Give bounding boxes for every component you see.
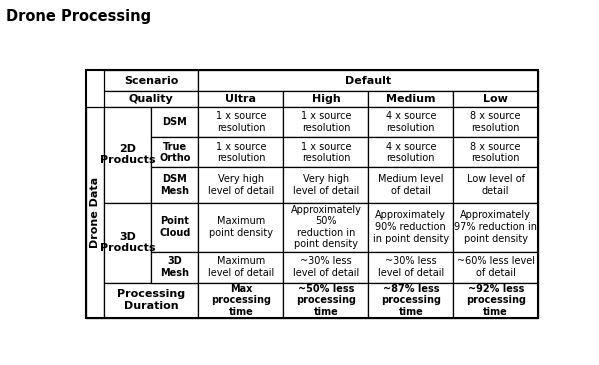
Bar bbox=[86, 70, 538, 318]
Bar bbox=[151, 168, 198, 203]
Bar bbox=[368, 168, 453, 203]
Bar bbox=[104, 70, 198, 91]
Text: High: High bbox=[311, 94, 340, 104]
Text: 1 x source
resolution: 1 x source resolution bbox=[216, 142, 266, 163]
Text: Approximately
97% reduction in
point density: Approximately 97% reduction in point den… bbox=[454, 211, 537, 244]
Bar bbox=[368, 203, 453, 251]
Bar bbox=[283, 168, 368, 203]
Text: Default: Default bbox=[345, 76, 391, 86]
Text: Medium: Medium bbox=[386, 94, 435, 104]
Bar bbox=[198, 203, 283, 251]
Bar bbox=[198, 168, 283, 203]
Bar bbox=[86, 107, 104, 318]
Text: Approximately
50%
reduction in
point density: Approximately 50% reduction in point den… bbox=[291, 205, 361, 249]
Text: Scenario: Scenario bbox=[124, 76, 179, 86]
Text: 1 x source
resolution: 1 x source resolution bbox=[216, 111, 266, 133]
Bar bbox=[104, 283, 198, 318]
Bar bbox=[453, 107, 538, 137]
Bar bbox=[283, 91, 368, 107]
Text: 4 x source
resolution: 4 x source resolution bbox=[386, 142, 436, 163]
Bar bbox=[151, 137, 198, 168]
Text: Drone Data: Drone Data bbox=[90, 177, 100, 248]
Bar bbox=[104, 91, 198, 107]
Text: Medium level
of detail: Medium level of detail bbox=[378, 174, 443, 196]
Text: 1 x source
resolution: 1 x source resolution bbox=[301, 111, 351, 133]
Bar bbox=[368, 137, 453, 168]
Text: ~92% less
processing
time: ~92% less processing time bbox=[465, 284, 526, 317]
Text: 8 x source
resolution: 8 x source resolution bbox=[470, 142, 521, 163]
Text: Processing
Duration: Processing Duration bbox=[117, 289, 185, 311]
Bar bbox=[151, 107, 198, 137]
Text: True
Ortho: True Ortho bbox=[159, 142, 190, 163]
Text: 1 x source
resolution: 1 x source resolution bbox=[301, 142, 351, 163]
Bar bbox=[198, 91, 283, 107]
Bar bbox=[368, 107, 453, 137]
Bar bbox=[104, 203, 151, 283]
Bar bbox=[198, 251, 283, 283]
Text: DSM
Mesh: DSM Mesh bbox=[161, 174, 189, 196]
Text: Maximum
level of detail: Maximum level of detail bbox=[208, 256, 274, 278]
Text: Max
processing
time: Max processing time bbox=[211, 284, 271, 317]
Bar bbox=[151, 251, 198, 283]
Bar bbox=[453, 137, 538, 168]
Bar bbox=[453, 251, 538, 283]
Text: 3D
Mesh: 3D Mesh bbox=[161, 256, 189, 278]
Bar bbox=[368, 251, 453, 283]
Text: Approximately
90% reduction
in point density: Approximately 90% reduction in point den… bbox=[373, 211, 449, 244]
Bar bbox=[283, 107, 368, 137]
Bar bbox=[283, 283, 368, 318]
Text: Drone Processing: Drone Processing bbox=[6, 9, 151, 24]
Bar bbox=[283, 203, 368, 251]
Text: Very high
level of detail: Very high level of detail bbox=[208, 174, 274, 196]
Text: 8 x source
resolution: 8 x source resolution bbox=[470, 111, 521, 133]
Bar bbox=[283, 251, 368, 283]
Bar bbox=[198, 107, 283, 137]
Text: Quality: Quality bbox=[129, 94, 174, 104]
Bar bbox=[198, 70, 538, 91]
Bar bbox=[368, 283, 453, 318]
Text: ~50% less
processing
time: ~50% less processing time bbox=[296, 284, 356, 317]
Text: Low: Low bbox=[483, 94, 508, 104]
Bar bbox=[453, 168, 538, 203]
Text: ~87% less
processing
time: ~87% less processing time bbox=[381, 284, 441, 317]
Text: ~30% less
level of detail: ~30% less level of detail bbox=[378, 256, 444, 278]
Bar bbox=[283, 137, 368, 168]
Text: 3D
Products: 3D Products bbox=[99, 232, 155, 253]
Bar bbox=[368, 91, 453, 107]
Text: ~30% less
level of detail: ~30% less level of detail bbox=[293, 256, 359, 278]
Text: Ultra: Ultra bbox=[225, 94, 256, 104]
Text: Low level of
detail: Low level of detail bbox=[467, 174, 525, 196]
Bar bbox=[104, 107, 151, 203]
Text: Point
Cloud: Point Cloud bbox=[159, 216, 190, 238]
Bar bbox=[453, 203, 538, 251]
Text: Very high
level of detail: Very high level of detail bbox=[293, 174, 359, 196]
Text: 4 x source
resolution: 4 x source resolution bbox=[386, 111, 436, 133]
Text: ~60% less level
of detail: ~60% less level of detail bbox=[456, 256, 535, 278]
Bar bbox=[151, 203, 198, 251]
Bar bbox=[198, 137, 283, 168]
Bar bbox=[198, 283, 283, 318]
Bar bbox=[453, 91, 538, 107]
Bar bbox=[453, 283, 538, 318]
Text: Maximum
point density: Maximum point density bbox=[209, 216, 273, 238]
Text: 2D
Products: 2D Products bbox=[99, 144, 155, 165]
Text: DSM: DSM bbox=[162, 117, 187, 127]
